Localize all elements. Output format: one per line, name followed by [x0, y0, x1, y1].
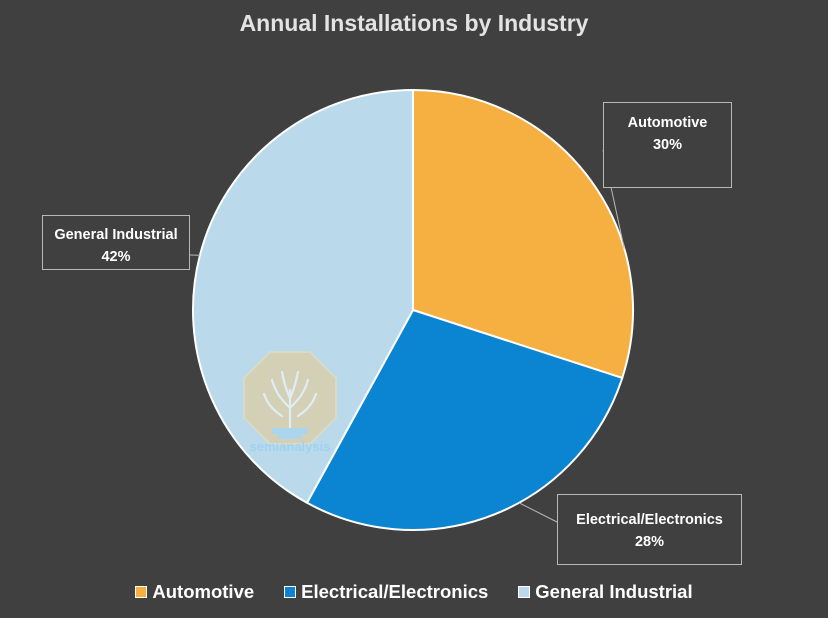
callout-general-industrial: General Industrial 42%	[42, 215, 190, 270]
legend-label: General Industrial	[535, 581, 693, 602]
legend-label: Automotive	[152, 581, 255, 602]
legend-item-general-industrial: General Industrial	[518, 581, 693, 603]
tree-logo-icon	[242, 350, 338, 460]
legend-swatch	[284, 586, 297, 598]
legend-swatch	[518, 586, 531, 598]
callout-automotive: Automotive 30%	[603, 102, 732, 188]
legend-label: Electrical/Electronics	[301, 581, 489, 602]
callout-label: General Industrial	[54, 227, 178, 243]
callout-label: Electrical/Electronics	[576, 512, 723, 528]
callout-electrical-electronics: Electrical/Electronics 28%	[557, 494, 742, 565]
watermark-text: semianalysis	[249, 439, 331, 454]
pie-slice-automotive	[412, 88, 634, 380]
legend-item-automotive: Automotive	[135, 581, 254, 603]
callout-value: 28%	[634, 534, 665, 550]
legend-swatch	[135, 586, 148, 598]
chart-legend: Automotive Electrical/Electronics Genera…	[0, 581, 828, 603]
legend-item-electrical-electronics: Electrical/Electronics	[284, 581, 488, 603]
leader-electrical-electronics	[518, 502, 558, 523]
pie-slice-electrical-electronics	[305, 308, 624, 531]
callout-value: 30%	[652, 137, 683, 153]
chart-title: Annual Installations by Industry	[239, 10, 589, 36]
callout-label: Automotive	[627, 115, 708, 131]
callout-value: 42%	[101, 249, 131, 265]
